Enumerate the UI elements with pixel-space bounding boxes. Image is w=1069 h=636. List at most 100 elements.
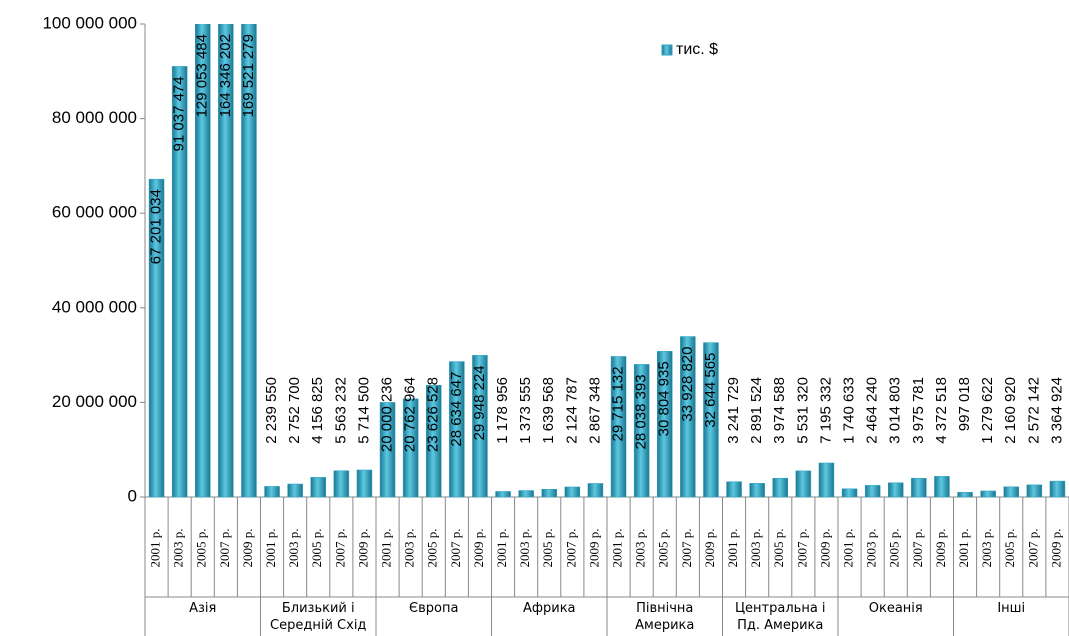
bar xyxy=(287,483,303,498)
bar xyxy=(726,481,742,498)
group-label: Центральна і Пд. Америка xyxy=(734,601,826,633)
x-tick-label: 2009 р. xyxy=(586,529,601,568)
group-label: Азія xyxy=(189,601,217,616)
bar xyxy=(1003,486,1019,498)
value-label: 29 715 132 xyxy=(610,366,627,441)
bar xyxy=(1049,480,1066,498)
value-label: 2 867 348 xyxy=(586,377,603,444)
bar xyxy=(171,66,188,498)
value-label: 1 279 622 xyxy=(979,377,996,444)
x-tick-label: 2003 р. xyxy=(517,529,532,568)
value-label: 2 752 700 xyxy=(286,377,303,444)
value-label: 1 740 633 xyxy=(841,377,858,444)
value-label: 3 975 781 xyxy=(910,377,927,444)
value-label: 169 521 279 xyxy=(240,34,257,117)
value-label: 7 195 332 xyxy=(817,377,834,444)
value-label: 2 464 240 xyxy=(864,377,881,444)
value-label: 4 372 518 xyxy=(933,377,950,444)
value-label: 28 038 393 xyxy=(633,374,650,449)
value-label: 32 644 565 xyxy=(702,353,719,428)
x-tick-label: 2007 р. xyxy=(679,529,694,568)
group-label: Європа xyxy=(409,601,459,616)
x-tick-label: 2001 р. xyxy=(263,529,278,568)
bar xyxy=(518,490,534,498)
x-tick-label: 2009 р. xyxy=(933,529,948,568)
value-label: 2 572 142 xyxy=(1025,377,1042,444)
x-tick-label: 2003 р. xyxy=(286,529,301,568)
value-label: 4 156 825 xyxy=(309,377,326,444)
bar xyxy=(864,485,881,498)
value-label: 2 891 524 xyxy=(748,377,765,444)
bar xyxy=(379,402,396,498)
legend-label: тис. $ xyxy=(676,41,718,58)
y-tick-label: 20 000 000 xyxy=(52,392,137,411)
group-label: Інші xyxy=(997,601,1026,616)
value-label: 1 373 555 xyxy=(517,377,534,444)
bar xyxy=(402,398,419,498)
value-label: 129 053 484 xyxy=(194,34,211,117)
x-tick-label: 2007 р. xyxy=(563,529,578,568)
x-tick-label: 2005 р. xyxy=(887,529,902,568)
x-tick-label: 2003 р. xyxy=(633,529,648,568)
value-label: 5 531 320 xyxy=(794,377,811,444)
y-tick-label: 0 xyxy=(128,486,137,505)
x-tick-label: 2003 р. xyxy=(171,529,186,568)
bar xyxy=(472,355,488,498)
bar xyxy=(934,476,950,498)
x-tick-label: 2001 р. xyxy=(494,529,509,568)
x-tick-label: 2001 р. xyxy=(379,529,394,568)
value-label: 3 014 803 xyxy=(887,377,904,444)
x-tick-label: 2007 р. xyxy=(910,529,925,568)
bar xyxy=(333,470,350,498)
value-label: 164 346 202 xyxy=(217,34,234,117)
x-tick-label: 2007 р. xyxy=(794,529,809,568)
value-label: 1 639 568 xyxy=(540,377,557,444)
x-tick-label: 2009 р. xyxy=(817,529,832,568)
bar xyxy=(310,477,326,498)
bar xyxy=(195,24,211,498)
y-tick-label: 60 000 000 xyxy=(52,203,137,222)
bar xyxy=(1026,484,1043,498)
x-tick-label: 2009 р. xyxy=(1048,529,1063,568)
bar xyxy=(356,469,373,498)
x-tick-label: 2005 р. xyxy=(1002,529,1017,568)
x-tick-label: 2001 р. xyxy=(610,529,625,568)
x-tick-label: 2009 р. xyxy=(702,529,717,568)
bar xyxy=(888,482,904,498)
value-label: 2 160 920 xyxy=(1002,377,1019,444)
x-tick-label: 2005 р. xyxy=(656,529,671,568)
value-label: 29 948 224 xyxy=(471,365,488,440)
x-tick-label: 2009 р. xyxy=(240,529,255,568)
bar xyxy=(680,336,696,498)
x-tick-label: 2003 р. xyxy=(864,529,879,568)
value-label: 5 714 500 xyxy=(355,377,372,444)
bar xyxy=(218,24,234,498)
x-tick-label: 2003 р. xyxy=(748,529,763,568)
value-label: 20 762 964 xyxy=(402,377,419,452)
value-label: 2 239 550 xyxy=(263,377,280,444)
value-label: 1 178 956 xyxy=(494,377,511,444)
bar xyxy=(564,486,581,498)
value-label: 30 804 935 xyxy=(656,361,673,436)
value-label: 23 626 528 xyxy=(425,377,442,452)
x-tick-label: 2005 р. xyxy=(771,529,786,568)
bar xyxy=(541,488,557,498)
group-label: Близький і Середній Схід xyxy=(270,601,367,633)
plot-area xyxy=(148,24,1066,498)
bar xyxy=(148,178,165,498)
x-tick-label: 2001 р. xyxy=(148,529,163,568)
value-label: 2 124 787 xyxy=(563,377,580,444)
x-tick-label: 2009 р. xyxy=(355,529,370,568)
group-label: Північна Америка xyxy=(635,601,695,633)
value-label: 33 928 820 xyxy=(679,347,696,422)
y-tick-label: 80 000 000 xyxy=(52,108,137,127)
value-label: 3 241 729 xyxy=(725,377,742,444)
bar xyxy=(749,483,765,498)
bar xyxy=(911,477,927,498)
bar xyxy=(703,342,719,498)
bar xyxy=(449,361,465,498)
bar xyxy=(264,486,280,498)
bar xyxy=(610,356,627,498)
bar xyxy=(818,462,835,498)
